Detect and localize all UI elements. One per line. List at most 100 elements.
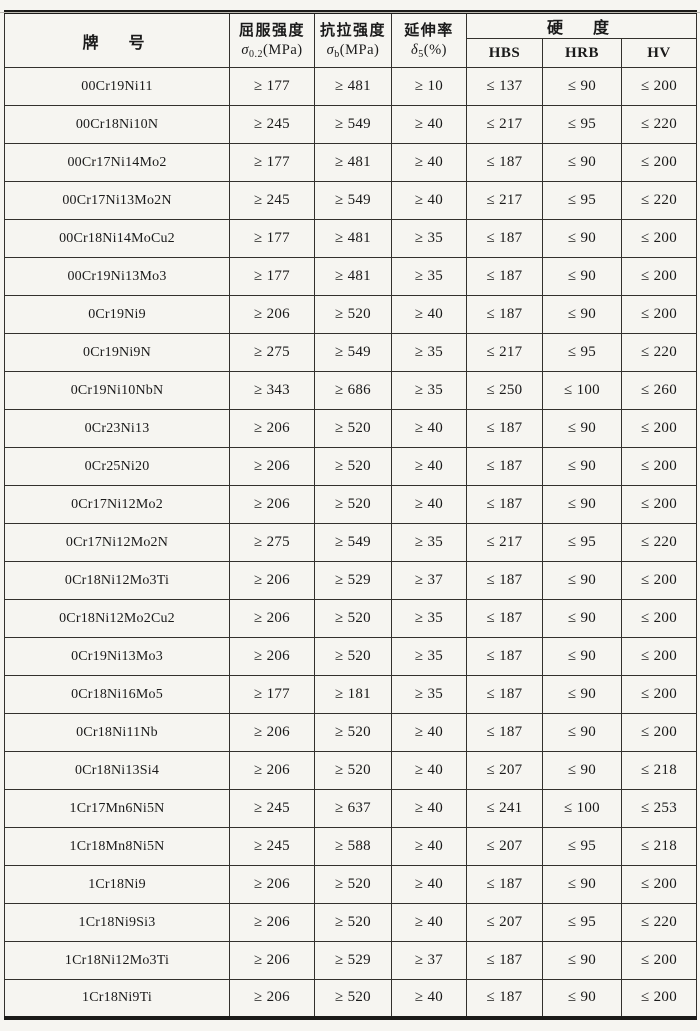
table-row: 0Cr18Ni12Mo2Cu2 ≥ 206 ≥ 520 ≥ 35 ≤ 187 ≤…: [4, 599, 698, 638]
hv-value-cell: ≤ 200: [620, 485, 698, 524]
grade-cell: 00Cr19Ni11: [4, 67, 230, 106]
yield-value-cell: ≥ 275: [229, 523, 315, 562]
hv-value-cell: ≤ 220: [620, 523, 698, 562]
table-row: 00Cr17Ni14Mo2 ≥ 177 ≥ 481 ≥ 40 ≤ 187 ≤ 9…: [4, 143, 698, 182]
grade-cell: 1Cr18Ni9Ti: [4, 979, 230, 1018]
tensile-value-cell: ≥ 588: [314, 827, 392, 866]
yield-value-cell: ≥ 206: [229, 713, 315, 752]
tensile-value-cell: ≥ 481: [314, 257, 392, 296]
hrb-value-cell: ≤ 90: [542, 67, 622, 106]
grade-cell: 00Cr18Ni14MoCu2: [4, 219, 230, 258]
yield-value-cell: ≥ 177: [229, 219, 315, 258]
hbs-value-cell: ≤ 187: [466, 219, 543, 258]
table-row: 00Cr19Ni11 ≥ 177 ≥ 481 ≥ 10 ≤ 137 ≤ 90 ≤…: [4, 67, 698, 106]
tensile-value-cell: ≥ 481: [314, 219, 392, 258]
header-hardness-label: 硬 度: [547, 20, 617, 37]
table-row: 0Cr19Ni10NbN ≥ 343 ≥ 686 ≥ 35 ≤ 250 ≤ 10…: [4, 371, 698, 410]
elongation-value-cell: ≥ 40: [391, 181, 467, 220]
elongation-value-cell: ≥ 37: [391, 561, 467, 600]
elongation-value-cell: ≥ 35: [391, 371, 467, 410]
grade-cell: 1Cr18Ni12Mo3Ti: [4, 941, 230, 980]
grade-cell: 00Cr19Ni13Mo3: [4, 257, 230, 296]
header-row-hardness-units: HBS HRB HV: [5, 38, 698, 68]
table-row: 1Cr18Ni9 ≥ 206 ≥ 520 ≥ 40 ≤ 187 ≤ 90 ≤ 2…: [4, 865, 698, 904]
hv-value-cell: ≤ 200: [620, 599, 698, 638]
hbs-value-cell: ≤ 241: [466, 789, 543, 828]
yield-value-cell: ≥ 177: [229, 675, 315, 714]
grade-cell: 1Cr18Ni9: [4, 865, 230, 904]
tensile-value-cell: ≥ 520: [314, 485, 392, 524]
hrb-value-cell: ≤ 90: [542, 751, 622, 790]
tensile-unit: (MPa): [339, 42, 380, 59]
hbs-value-cell: ≤ 187: [466, 979, 543, 1018]
table-row: 0Cr25Ni20 ≥ 206 ≥ 520 ≥ 40 ≤ 187 ≤ 90 ≤ …: [4, 447, 698, 486]
hv-value-cell: ≤ 218: [620, 751, 698, 790]
yield-value-cell: ≥ 206: [229, 599, 315, 638]
header-tensile-strength: 抗拉强度 σb(MPa): [314, 11, 392, 68]
yield-value-cell: ≥ 206: [229, 485, 315, 524]
hv-value-cell: ≤ 200: [620, 941, 698, 980]
elongation-value-cell: ≥ 40: [391, 105, 467, 144]
tensile-value-cell: ≥ 481: [314, 143, 392, 182]
hv-value-cell: ≤ 200: [620, 409, 698, 448]
tensile-value-cell: ≥ 549: [314, 181, 392, 220]
grade-cell: 0Cr25Ni20: [4, 447, 230, 486]
hv-value-cell: ≤ 200: [620, 447, 698, 486]
elongation-value-cell: ≥ 35: [391, 333, 467, 372]
tensile-value-cell: ≥ 549: [314, 523, 392, 562]
tensile-value-cell: ≥ 549: [314, 105, 392, 144]
grade-cell: 00Cr18Ni10N: [4, 105, 230, 144]
delta-symbol: δ: [411, 42, 419, 59]
hbs-value-cell: ≤ 187: [466, 941, 543, 980]
table-row: 1Cr18Mn8Ni5N ≥ 245 ≥ 588 ≥ 40 ≤ 207 ≤ 95…: [4, 827, 698, 866]
grade-cell: 0Cr19Ni10NbN: [4, 371, 230, 410]
sigma-symbol: σ: [326, 42, 335, 59]
header-hv: HV: [620, 38, 698, 68]
mechanical-properties-table: 牌 号 屈服强度 σ0.2(MPa) 抗拉强度 σb(MPa) 延伸率 δ5(%…: [4, 10, 698, 1020]
hbs-value-cell: ≤ 187: [466, 447, 543, 486]
hrb-value-cell: ≤ 90: [542, 599, 622, 638]
elongation-value-cell: ≥ 35: [391, 599, 467, 638]
grade-cell: 0Cr23Ni13: [4, 409, 230, 448]
header-yield-strength: 屈服强度 σ0.2(MPa): [229, 11, 315, 68]
tensile-value-cell: ≥ 181: [314, 675, 392, 714]
yield-value-cell: ≥ 206: [229, 979, 315, 1018]
hbs-value-cell: ≤ 207: [466, 751, 543, 790]
tensile-value-cell: ≥ 520: [314, 903, 392, 942]
header-elongation-symbol: δ5(%): [393, 41, 466, 60]
hv-value-cell: ≤ 220: [620, 903, 698, 942]
yield-value-cell: ≥ 206: [229, 295, 315, 334]
tensile-value-cell: ≥ 686: [314, 371, 392, 410]
header-hrb: HRB: [542, 38, 622, 68]
table-row: 0Cr18Ni12Mo3Ti ≥ 206 ≥ 529 ≥ 37 ≤ 187 ≤ …: [4, 561, 698, 600]
elongation-value-cell: ≥ 40: [391, 979, 467, 1018]
hbs-value-cell: ≤ 187: [466, 675, 543, 714]
hrb-value-cell: ≤ 90: [542, 257, 622, 296]
hv-value-cell: ≤ 220: [620, 333, 698, 372]
hv-value-cell: ≤ 200: [620, 143, 698, 182]
table-header: 牌 号 屈服强度 σ0.2(MPa) 抗拉强度 σb(MPa) 延伸率 δ5(%…: [4, 11, 698, 68]
yield-value-cell: ≥ 206: [229, 561, 315, 600]
header-row-top: 牌 号 屈服强度 σ0.2(MPa) 抗拉强度 σb(MPa) 延伸率 δ5(%…: [4, 11, 698, 68]
elongation-value-cell: ≥ 40: [391, 903, 467, 942]
hbs-value-cell: ≤ 187: [466, 599, 543, 638]
grade-cell: 1Cr18Mn8Ni5N: [4, 827, 230, 866]
elongation-value-cell: ≥ 40: [391, 485, 467, 524]
tensile-value-cell: ≥ 529: [314, 941, 392, 980]
yield-value-cell: ≥ 206: [229, 903, 315, 942]
header-elongation-title: 延伸率: [404, 22, 454, 39]
scanned-document-page: 牌 号 屈服强度 σ0.2(MPa) 抗拉强度 σb(MPa) 延伸率 δ5(%…: [0, 10, 700, 1031]
hrb-value-cell: ≤ 90: [542, 865, 622, 904]
tensile-value-cell: ≥ 520: [314, 713, 392, 752]
hv-value-cell: ≤ 218: [620, 827, 698, 866]
elongation-value-cell: ≥ 35: [391, 257, 467, 296]
tensile-value-cell: ≥ 520: [314, 447, 392, 486]
hrb-value-cell: ≤ 95: [542, 105, 622, 144]
elongation-value-cell: ≥ 40: [391, 447, 467, 486]
grade-cell: 0Cr18Ni12Mo3Ti: [4, 561, 230, 600]
hrb-value-cell: ≤ 90: [542, 979, 622, 1018]
table-body: 00Cr19Ni11 ≥ 177 ≥ 481 ≥ 10 ≤ 137 ≤ 90 ≤…: [4, 67, 698, 1018]
elongation-value-cell: ≥ 35: [391, 523, 467, 562]
sigma-symbol: σ: [241, 42, 250, 59]
hbs-value-cell: ≤ 217: [466, 105, 543, 144]
